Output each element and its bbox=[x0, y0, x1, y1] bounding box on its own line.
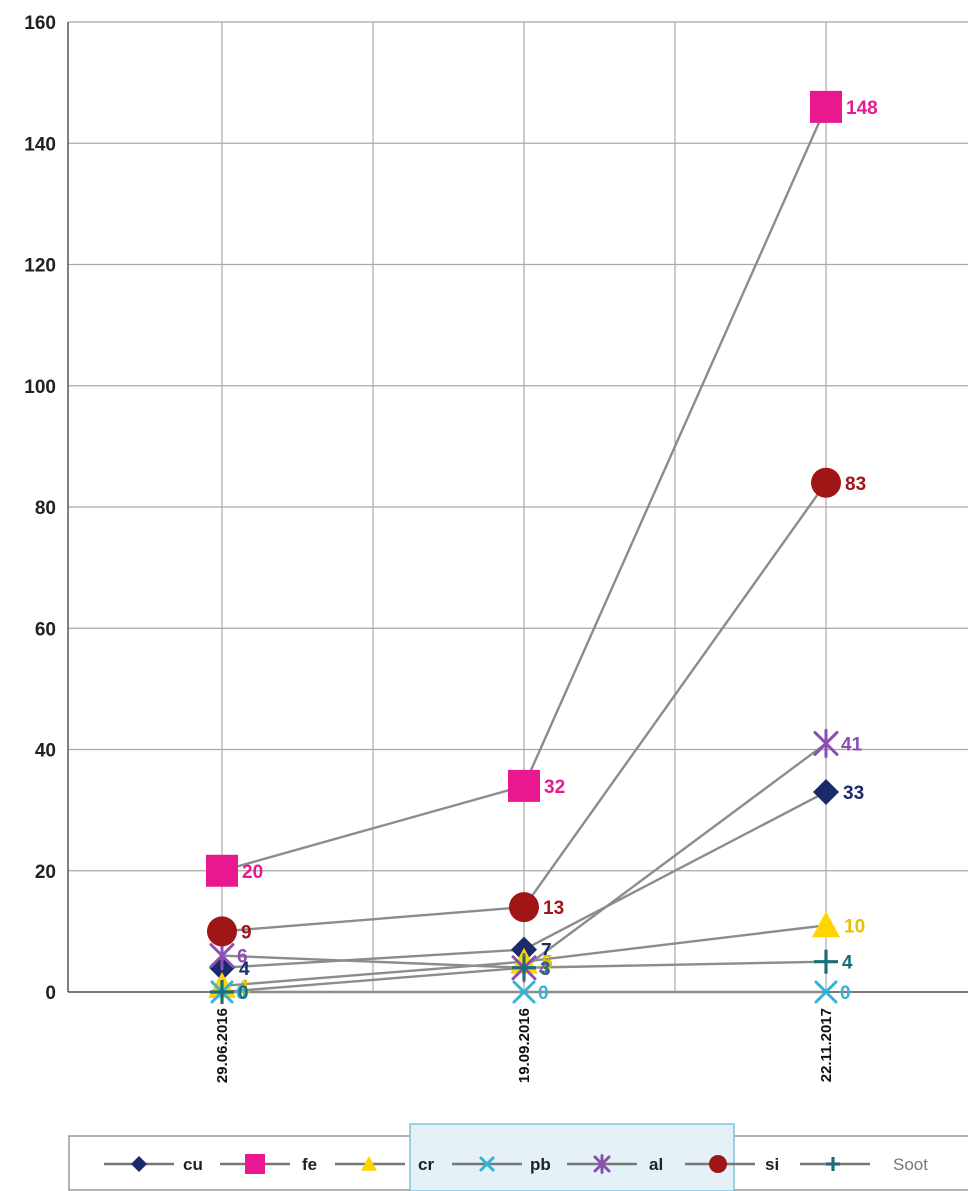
data-label-pb: 0 bbox=[236, 983, 247, 1004]
data-label-cr: 10 bbox=[844, 916, 865, 937]
marker-si bbox=[509, 892, 539, 923]
marker-Soot bbox=[814, 949, 838, 974]
data-label-al: 41 bbox=[841, 734, 863, 755]
legend-marker-pb-stroke bbox=[479, 1156, 495, 1172]
marker-Soot bbox=[210, 980, 234, 1004]
data-label-fe: 20 bbox=[242, 862, 263, 883]
x-tick-label: 22.11.2017 bbox=[818, 1008, 835, 1082]
y-tick-label: 120 bbox=[24, 256, 56, 277]
marker-pb-stroke bbox=[814, 980, 838, 1004]
data-label-cr: 5 bbox=[542, 953, 553, 974]
y-axis-tick-labels: 0 20 40 60 80 100 120 140 160 bbox=[24, 13, 56, 1004]
data-label-si: 13 bbox=[543, 898, 564, 919]
y-tick-label: 40 bbox=[35, 741, 56, 762]
data-label-al: 6 bbox=[237, 947, 248, 968]
legend-marker-Soot bbox=[826, 1157, 840, 1171]
legend-highlight bbox=[409, 1123, 735, 1191]
marker-al bbox=[813, 728, 839, 759]
legend-marker-al bbox=[593, 1154, 611, 1174]
y-tick-label: 140 bbox=[24, 134, 56, 155]
marker-fe bbox=[810, 90, 842, 123]
legend-marker-cu bbox=[131, 1156, 147, 1172]
legend-label-pb: pb bbox=[530, 1155, 551, 1174]
legend-marker-cr bbox=[361, 1156, 377, 1171]
marker-si bbox=[207, 916, 237, 947]
data-label-Soot: 0 bbox=[238, 983, 249, 1004]
legend: cu fe cr pb al si Soot bbox=[68, 1123, 968, 1191]
data-label-si: 83 bbox=[845, 474, 866, 495]
data-label-Soot: 3 bbox=[540, 959, 551, 980]
legend-marker-pb bbox=[479, 1156, 495, 1172]
marker-cr bbox=[812, 911, 840, 938]
y-tick-label: 160 bbox=[24, 13, 56, 34]
data-label-al: 4 bbox=[539, 959, 550, 980]
legend-label-cr: cr bbox=[418, 1155, 434, 1174]
data-label-fe: 148 bbox=[846, 98, 878, 119]
data-label-si: 9 bbox=[241, 922, 252, 943]
y-tick-label: 0 bbox=[45, 983, 56, 1004]
data-label-cu: 7 bbox=[541, 941, 552, 962]
data-label-cu: 33 bbox=[843, 783, 864, 804]
marker-si bbox=[811, 467, 841, 498]
data-label-cu: 4 bbox=[239, 959, 250, 980]
marker-fe bbox=[206, 854, 238, 887]
legend-label-si: si bbox=[765, 1155, 779, 1174]
marker-pb-stroke bbox=[512, 980, 536, 1004]
y-tick-label: 60 bbox=[35, 619, 56, 640]
legend-marker-si bbox=[709, 1155, 727, 1173]
data-label-fe: 32 bbox=[544, 777, 565, 798]
data-label-pb: 0 bbox=[840, 983, 851, 1004]
legend-label-al: al bbox=[649, 1155, 663, 1174]
marker-Soot bbox=[512, 955, 536, 980]
y-tick-label: 20 bbox=[35, 862, 56, 883]
data-label-Soot: 4 bbox=[842, 953, 853, 974]
y-tick-label: 80 bbox=[35, 498, 56, 519]
legend-label-fe: fe bbox=[302, 1155, 317, 1174]
marker-pb bbox=[512, 980, 536, 1004]
data-label-pb: 0 bbox=[538, 983, 549, 1004]
marker-al bbox=[209, 940, 235, 971]
marker-cu bbox=[813, 778, 839, 805]
legend-label-cu: cu bbox=[183, 1155, 203, 1174]
legend-label-Soot: Soot bbox=[893, 1155, 928, 1174]
marker-fe bbox=[508, 769, 540, 802]
series-markers bbox=[206, 90, 842, 1004]
y-tick-label: 100 bbox=[24, 377, 56, 398]
x-tick-label: 19.09.2016 bbox=[516, 1008, 533, 1083]
legend-marker-fe bbox=[245, 1154, 265, 1174]
marker-pb bbox=[814, 980, 838, 1004]
grid-lines bbox=[67, 21, 968, 993]
data-label-cr: 1 bbox=[240, 977, 251, 998]
x-axis-tick-labels: 29.06.2016 19.09.2016 22.11.2017 bbox=[214, 1008, 835, 1083]
x-tick-label: 29.06.2016 bbox=[214, 1008, 231, 1083]
